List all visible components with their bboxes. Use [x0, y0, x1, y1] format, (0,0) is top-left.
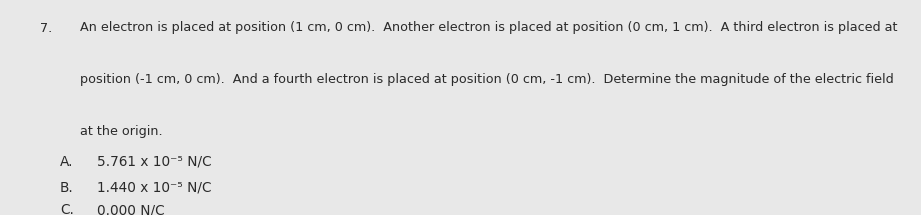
Text: An electron is placed at position (1 cm, 0 cm).  Another electron is placed at p: An electron is placed at position (1 cm,…: [80, 22, 898, 34]
Text: B.: B.: [60, 181, 74, 195]
Text: 5.761 x 10⁻⁵ N/C: 5.761 x 10⁻⁵ N/C: [97, 155, 211, 169]
Text: position (-1 cm, 0 cm).  And a fourth electron is placed at position (0 cm, -1 c: position (-1 cm, 0 cm). And a fourth ele…: [80, 73, 894, 86]
Text: 1.440 x 10⁻⁵ N/C: 1.440 x 10⁻⁵ N/C: [97, 181, 211, 195]
Text: C.: C.: [60, 203, 74, 215]
Text: at the origin.: at the origin.: [80, 125, 163, 138]
Text: 7.: 7.: [40, 22, 52, 34]
Text: A.: A.: [60, 155, 74, 169]
Text: 0.000 N/C: 0.000 N/C: [97, 203, 164, 215]
